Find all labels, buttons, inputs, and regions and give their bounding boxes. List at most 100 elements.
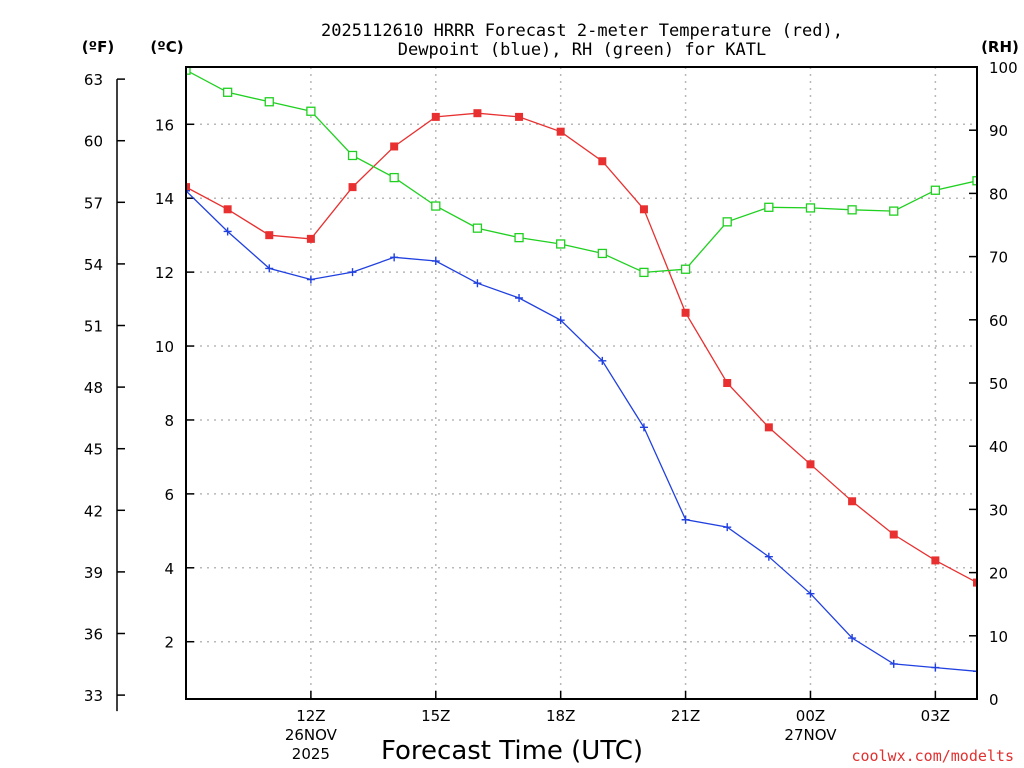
dewpoint-point bbox=[931, 663, 940, 672]
rh-tick-label: 30 bbox=[989, 501, 1008, 519]
temperature-point bbox=[265, 231, 274, 240]
rh-point bbox=[597, 248, 607, 259]
celsius-tick-label: 14 bbox=[155, 190, 174, 208]
rh-line bbox=[186, 69, 977, 274]
dewpoint-point bbox=[431, 257, 440, 266]
dewpoint-point bbox=[848, 634, 857, 643]
dewpoint-point bbox=[515, 293, 524, 302]
temperature-point bbox=[515, 112, 524, 121]
dewpoint-point bbox=[598, 356, 607, 365]
rh-point bbox=[722, 217, 732, 227]
fahrenheit-tick-label: 36 bbox=[84, 626, 103, 644]
time-tick-date: 27NOV bbox=[784, 726, 837, 744]
dewpoint-point bbox=[556, 316, 565, 325]
rh-tick-label: 80 bbox=[989, 185, 1008, 203]
time-tick-label: 15Z bbox=[421, 707, 450, 725]
rh-tick-label: 10 bbox=[989, 628, 1008, 646]
fahrenheit-tick-label: 39 bbox=[84, 564, 103, 582]
celsius-tick-label: 4 bbox=[164, 560, 174, 578]
temperature-point bbox=[764, 423, 773, 432]
series-layer bbox=[186, 67, 977, 676]
source-credit: coolwx.com/modelts bbox=[851, 747, 1014, 765]
grid-lines bbox=[186, 67, 977, 699]
chart-title-line-2: Dewpoint (blue), RH (green) for KATL bbox=[398, 40, 766, 60]
rh-point bbox=[680, 264, 691, 274]
rh-point bbox=[514, 232, 524, 243]
dewpoint-point bbox=[681, 515, 690, 524]
temperature-point bbox=[431, 112, 440, 121]
rh-point bbox=[186, 67, 191, 75]
dewpoint-point bbox=[723, 523, 732, 532]
celsius-tick-label: 10 bbox=[155, 338, 174, 356]
dewpoint-point bbox=[186, 186, 190, 195]
dewpoint-line bbox=[186, 190, 977, 672]
celsius-tick-label: 2 bbox=[164, 634, 174, 652]
series-rh bbox=[186, 67, 977, 278]
rh-tick-label: 70 bbox=[989, 249, 1008, 267]
x-axis-label: Forecast Time (UTC) bbox=[381, 736, 643, 766]
temperature-point bbox=[639, 205, 648, 214]
fahrenheit-tick-label: 57 bbox=[84, 194, 103, 212]
fahrenheit-tick-label: 63 bbox=[84, 71, 103, 89]
rh-point bbox=[889, 206, 899, 216]
rh-point bbox=[264, 97, 274, 107]
dewpoint-point bbox=[639, 423, 648, 432]
celsius-tick-label: 12 bbox=[155, 264, 174, 282]
rh-point bbox=[556, 239, 566, 249]
rh-axis-unit: (RH) bbox=[981, 38, 1019, 56]
rh-tick-label: 60 bbox=[989, 312, 1008, 330]
chart-title-line-1: 2025112610 HRRR Forecast 2-meter Tempera… bbox=[321, 21, 843, 41]
temperature-point bbox=[598, 157, 607, 166]
temperature-point bbox=[348, 183, 357, 192]
celsius-tick-label: 6 bbox=[164, 486, 174, 504]
rh-point bbox=[347, 150, 358, 161]
rh-point bbox=[639, 267, 649, 278]
time-tick-label: 03Z bbox=[921, 707, 950, 725]
celsius-tick-label: 16 bbox=[155, 116, 174, 134]
rh-tick-label: 40 bbox=[989, 438, 1008, 456]
celsius-tick-label: 8 bbox=[164, 412, 174, 430]
fahrenheit-axis-unit: (ºF) bbox=[82, 38, 114, 56]
rh-point bbox=[805, 203, 816, 213]
fahrenheit-tick-label: 51 bbox=[84, 318, 103, 336]
dewpoint-point bbox=[348, 268, 357, 277]
time-tick-label: 00Z bbox=[796, 707, 825, 725]
dewpoint-point bbox=[306, 275, 315, 284]
rh-point bbox=[222, 87, 233, 97]
fahrenheit-tick-label: 33 bbox=[84, 687, 103, 705]
fahrenheit-tick-label: 54 bbox=[84, 256, 103, 274]
fahrenheit-axis: 33 36 39 42 45 48 51 54 57 60 63 bbox=[84, 71, 125, 712]
rh-point bbox=[847, 205, 857, 215]
rh-point bbox=[472, 223, 483, 233]
series-temperature bbox=[186, 109, 977, 587]
temperature-point bbox=[186, 183, 190, 192]
dewpoint-point bbox=[265, 264, 274, 273]
rh-tick-label: 0 bbox=[989, 691, 999, 709]
temperature-point bbox=[806, 460, 815, 469]
rh-point bbox=[389, 172, 399, 183]
time-tick-year: 2025 bbox=[292, 745, 330, 763]
celsius-axis-unit: (ºC) bbox=[150, 38, 183, 56]
fahrenheit-tick-label: 60 bbox=[84, 133, 103, 151]
temperature-point bbox=[848, 497, 857, 506]
rh-tick-label: 20 bbox=[989, 565, 1008, 583]
temperature-point bbox=[473, 109, 482, 118]
celsius-axis: 2 4 6 8 10 12 14 16 bbox=[155, 116, 194, 652]
temperature-point bbox=[390, 142, 399, 151]
rh-point bbox=[930, 185, 941, 195]
dewpoint-point bbox=[806, 589, 815, 598]
dewpoint-point bbox=[223, 227, 232, 236]
temperature-point bbox=[931, 556, 940, 565]
rh-point bbox=[764, 202, 774, 212]
rh-point bbox=[972, 176, 977, 186]
time-tick-date: 26NOV bbox=[285, 726, 338, 744]
rh-point bbox=[306, 106, 316, 116]
temperature-line bbox=[186, 112, 977, 584]
fahrenheit-tick-label: 48 bbox=[84, 379, 103, 397]
dewpoint-point bbox=[390, 253, 399, 262]
temperature-point bbox=[973, 578, 977, 587]
fahrenheit-tick-label: 42 bbox=[84, 502, 103, 520]
plot-frame bbox=[185, 66, 978, 700]
temperature-point bbox=[556, 127, 565, 136]
